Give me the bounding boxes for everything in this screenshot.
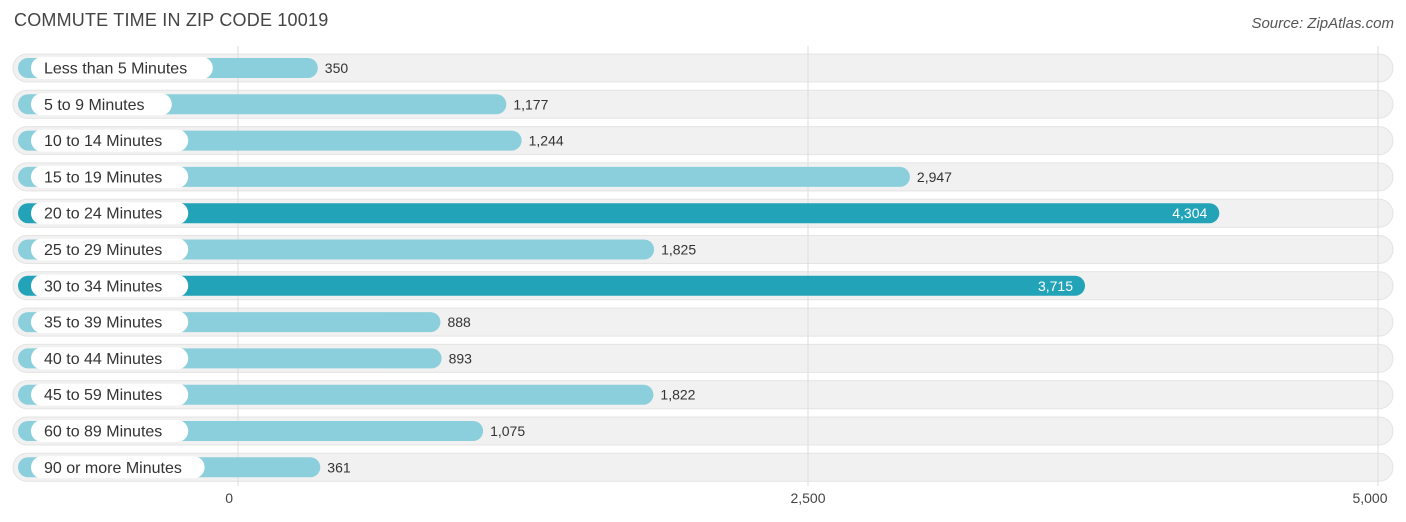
category-label-pill bbox=[31, 93, 172, 116]
category-label-pill bbox=[31, 57, 213, 79]
category-label-pill bbox=[31, 238, 189, 261]
category-label: 35 to 39 Minutes bbox=[44, 315, 162, 332]
value-label: 350 bbox=[325, 60, 349, 76]
category-label-pill bbox=[31, 165, 189, 188]
category-label: 15 to 19 Minutes bbox=[44, 169, 162, 186]
chart-title: COMMUTE TIME IN ZIP CODE 10019 bbox=[14, 10, 329, 30]
bar bbox=[18, 203, 1220, 224]
value-label: 361 bbox=[327, 459, 351, 475]
category-label: 30 to 34 Minutes bbox=[44, 278, 162, 295]
value-label: 1,244 bbox=[529, 133, 564, 149]
value-label: 4,304 bbox=[1172, 205, 1207, 221]
category-label: Less than 5 Minutes bbox=[44, 61, 187, 78]
value-label: 1,822 bbox=[660, 387, 695, 403]
value-label: 888 bbox=[447, 314, 471, 330]
category-label: 45 to 59 Minutes bbox=[44, 387, 162, 404]
category-label: 25 to 29 Minutes bbox=[44, 242, 162, 259]
bar-track bbox=[12, 452, 1394, 482]
category-label-pill bbox=[31, 311, 189, 334]
category-label: 20 to 24 Minutes bbox=[44, 206, 162, 223]
value-label: 3,715 bbox=[1038, 278, 1073, 294]
x-tick-label: 2,500 bbox=[790, 490, 825, 506]
bar-track bbox=[12, 53, 1394, 83]
category-label: 90 or more Minutes bbox=[44, 460, 182, 477]
category-label: 40 to 44 Minutes bbox=[44, 351, 162, 368]
category-label-pill bbox=[31, 456, 205, 479]
value-label: 2,947 bbox=[917, 169, 952, 185]
category-label-pill bbox=[31, 129, 189, 152]
x-tick-label: 0 bbox=[225, 490, 233, 506]
bar bbox=[18, 166, 910, 187]
category-label: 60 to 89 Minutes bbox=[44, 424, 162, 441]
x-tick-label: 5,000 bbox=[1352, 490, 1387, 506]
value-label: 1,177 bbox=[513, 96, 548, 112]
category-label-pill bbox=[31, 347, 189, 370]
value-label: 1,075 bbox=[490, 423, 525, 439]
category-label: 5 to 9 Minutes bbox=[44, 97, 145, 114]
value-label: 893 bbox=[449, 350, 473, 366]
category-label-pill bbox=[31, 420, 189, 442]
category-label-pill bbox=[31, 383, 189, 406]
chart-source: Source: ZipAtlas.com bbox=[1251, 15, 1394, 32]
category-label-pill bbox=[31, 274, 189, 297]
value-label: 1,825 bbox=[661, 242, 696, 258]
category-label-pill bbox=[31, 202, 189, 225]
category-label: 10 to 14 Minutes bbox=[44, 133, 162, 150]
bar bbox=[18, 275, 1086, 296]
